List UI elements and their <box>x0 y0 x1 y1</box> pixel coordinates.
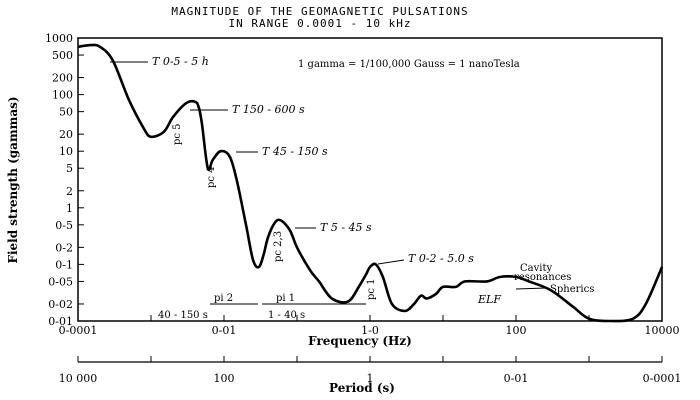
chart-title: MAGNITUDE OF THE GEOMAGNETIC PULSATIONS <box>171 5 469 18</box>
label-pi2: pi 2 <box>214 293 233 304</box>
x-tick-label: 10000 <box>645 324 680 337</box>
label-spherics: Spherics <box>550 284 594 295</box>
x2-tick-label: 10 000 <box>59 372 98 385</box>
label-elf: ELF <box>477 293 501 306</box>
y-tick-label: 0-1 <box>55 258 73 271</box>
annotation-t5: T 0-2 - 5.0 s <box>408 252 474 265</box>
y-axis-label: Field strength (gammas) <box>6 96 20 263</box>
x2-axis-label: Period (s) <box>329 381 395 395</box>
label-pi1-range: 1 - 40 s <box>268 310 305 321</box>
y-tick-label: 0-5 <box>55 219 73 232</box>
y-tick-label: 500 <box>52 49 73 62</box>
x-tick-label: 0-0001 <box>59 324 98 337</box>
label-cavity-resonances: resonances <box>514 272 571 283</box>
label-pc4: pc 4 <box>206 166 217 188</box>
label-pc1: pc 1 <box>366 278 377 300</box>
label-pc5: pc 5 <box>172 123 183 145</box>
x2-tick-label: 0-01 <box>504 372 529 385</box>
x-tick-label: 1-0 <box>361 324 379 337</box>
y-tick-label: 0-01 <box>48 315 73 328</box>
y-tick-label: 20 <box>59 128 73 141</box>
y-tick-label: 1000 <box>45 32 73 45</box>
label-pc23: pc 2,3 <box>273 231 284 262</box>
label-cavity: Cavity <box>520 263 552 274</box>
y-tick-label: 0-05 <box>48 275 73 288</box>
y-tick-label: 2 <box>66 185 73 198</box>
label-pi1: pi 1 <box>276 293 295 304</box>
y-tick-label: 0-2 <box>55 241 73 254</box>
y-tick-label: 200 <box>52 72 73 85</box>
y-tick-label: 10 <box>59 145 73 158</box>
y-tick-label: 1 <box>66 202 73 215</box>
y-tick-label: 0-02 <box>48 298 73 311</box>
annotation-t3: T 45 - 150 s <box>262 145 328 158</box>
annotation-units: 1 gamma = 1/100,000 Gauss = 1 nanoTesla <box>298 59 520 70</box>
x2-tick-label: 1 <box>367 372 374 385</box>
annotation-t1: T 0-5 - 5 h <box>152 55 209 68</box>
annotation-t2: T 150 - 600 s <box>232 103 305 116</box>
y-tick-label: 100 <box>52 89 73 102</box>
chart-subtitle: IN RANGE 0.0001 - 10 kHz <box>228 17 412 30</box>
x-tick-label: 100 <box>506 324 527 337</box>
label-pi2-range: 40 - 150 s <box>158 310 208 321</box>
x-tick-label: 0-01 <box>212 324 237 337</box>
annotation-t4: T 5 - 45 s <box>320 221 372 234</box>
pulsation-curve <box>77 43 664 323</box>
x2-tick-label: 0-0001 <box>643 372 682 385</box>
x-axis-label: Frequency (Hz) <box>308 334 412 348</box>
x2-tick-label: 100 <box>214 372 235 385</box>
y-tick-label: 5 <box>66 162 73 175</box>
y-tick-label: 50 <box>59 106 73 119</box>
